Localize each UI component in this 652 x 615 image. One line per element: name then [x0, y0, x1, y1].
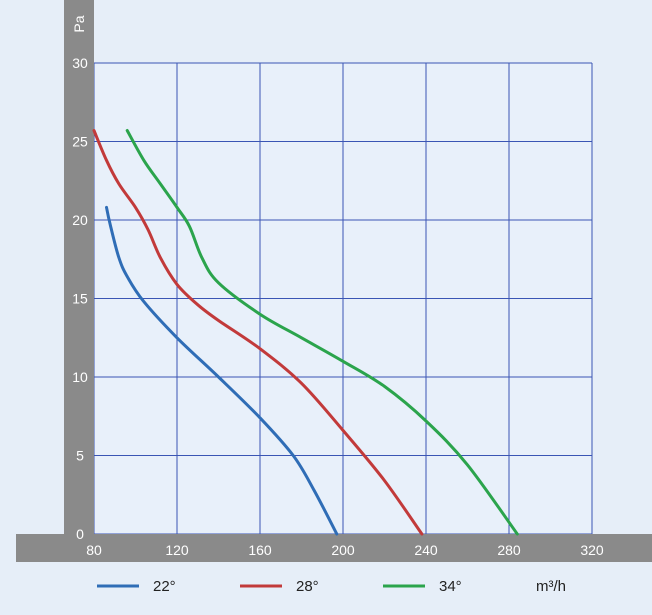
x-tick-label: 280 [497, 542, 521, 558]
x-tick-label: 120 [165, 542, 189, 558]
y-axis-label: Pa [71, 15, 87, 32]
y-tick-label: 25 [72, 134, 88, 150]
series-lines [92, 129, 519, 536]
series-line [105, 205, 339, 536]
legend: 22° 28° 34° [97, 578, 462, 595]
legend-label: 22° [153, 578, 176, 595]
y-tick-label: 5 [76, 448, 84, 464]
y-tick-label: 15 [72, 291, 88, 307]
series-line [125, 129, 519, 536]
x-tick-label: 80 [86, 542, 102, 558]
x-tick-label: 320 [580, 542, 604, 558]
y-tick-label: 30 [72, 55, 88, 71]
x-axis-unit: m³/h [536, 578, 566, 595]
y-axis-band [64, 0, 94, 542]
legend-label: 28° [296, 578, 319, 595]
y-tick-label: 20 [72, 212, 88, 228]
x-tick-label: 160 [248, 542, 272, 558]
series-line [92, 129, 424, 536]
x-tick-label: 200 [331, 542, 355, 558]
x-axis-band [16, 534, 652, 562]
x-tick-label: 240 [414, 542, 438, 558]
legend-label: 34° [439, 578, 462, 595]
tick-labels: 80 120 160 200 240 280 320 0 5 10 15 20 25 30 [72, 55, 604, 558]
y-tick-label: 0 [76, 526, 84, 542]
y-tick-label: 10 [72, 369, 88, 385]
